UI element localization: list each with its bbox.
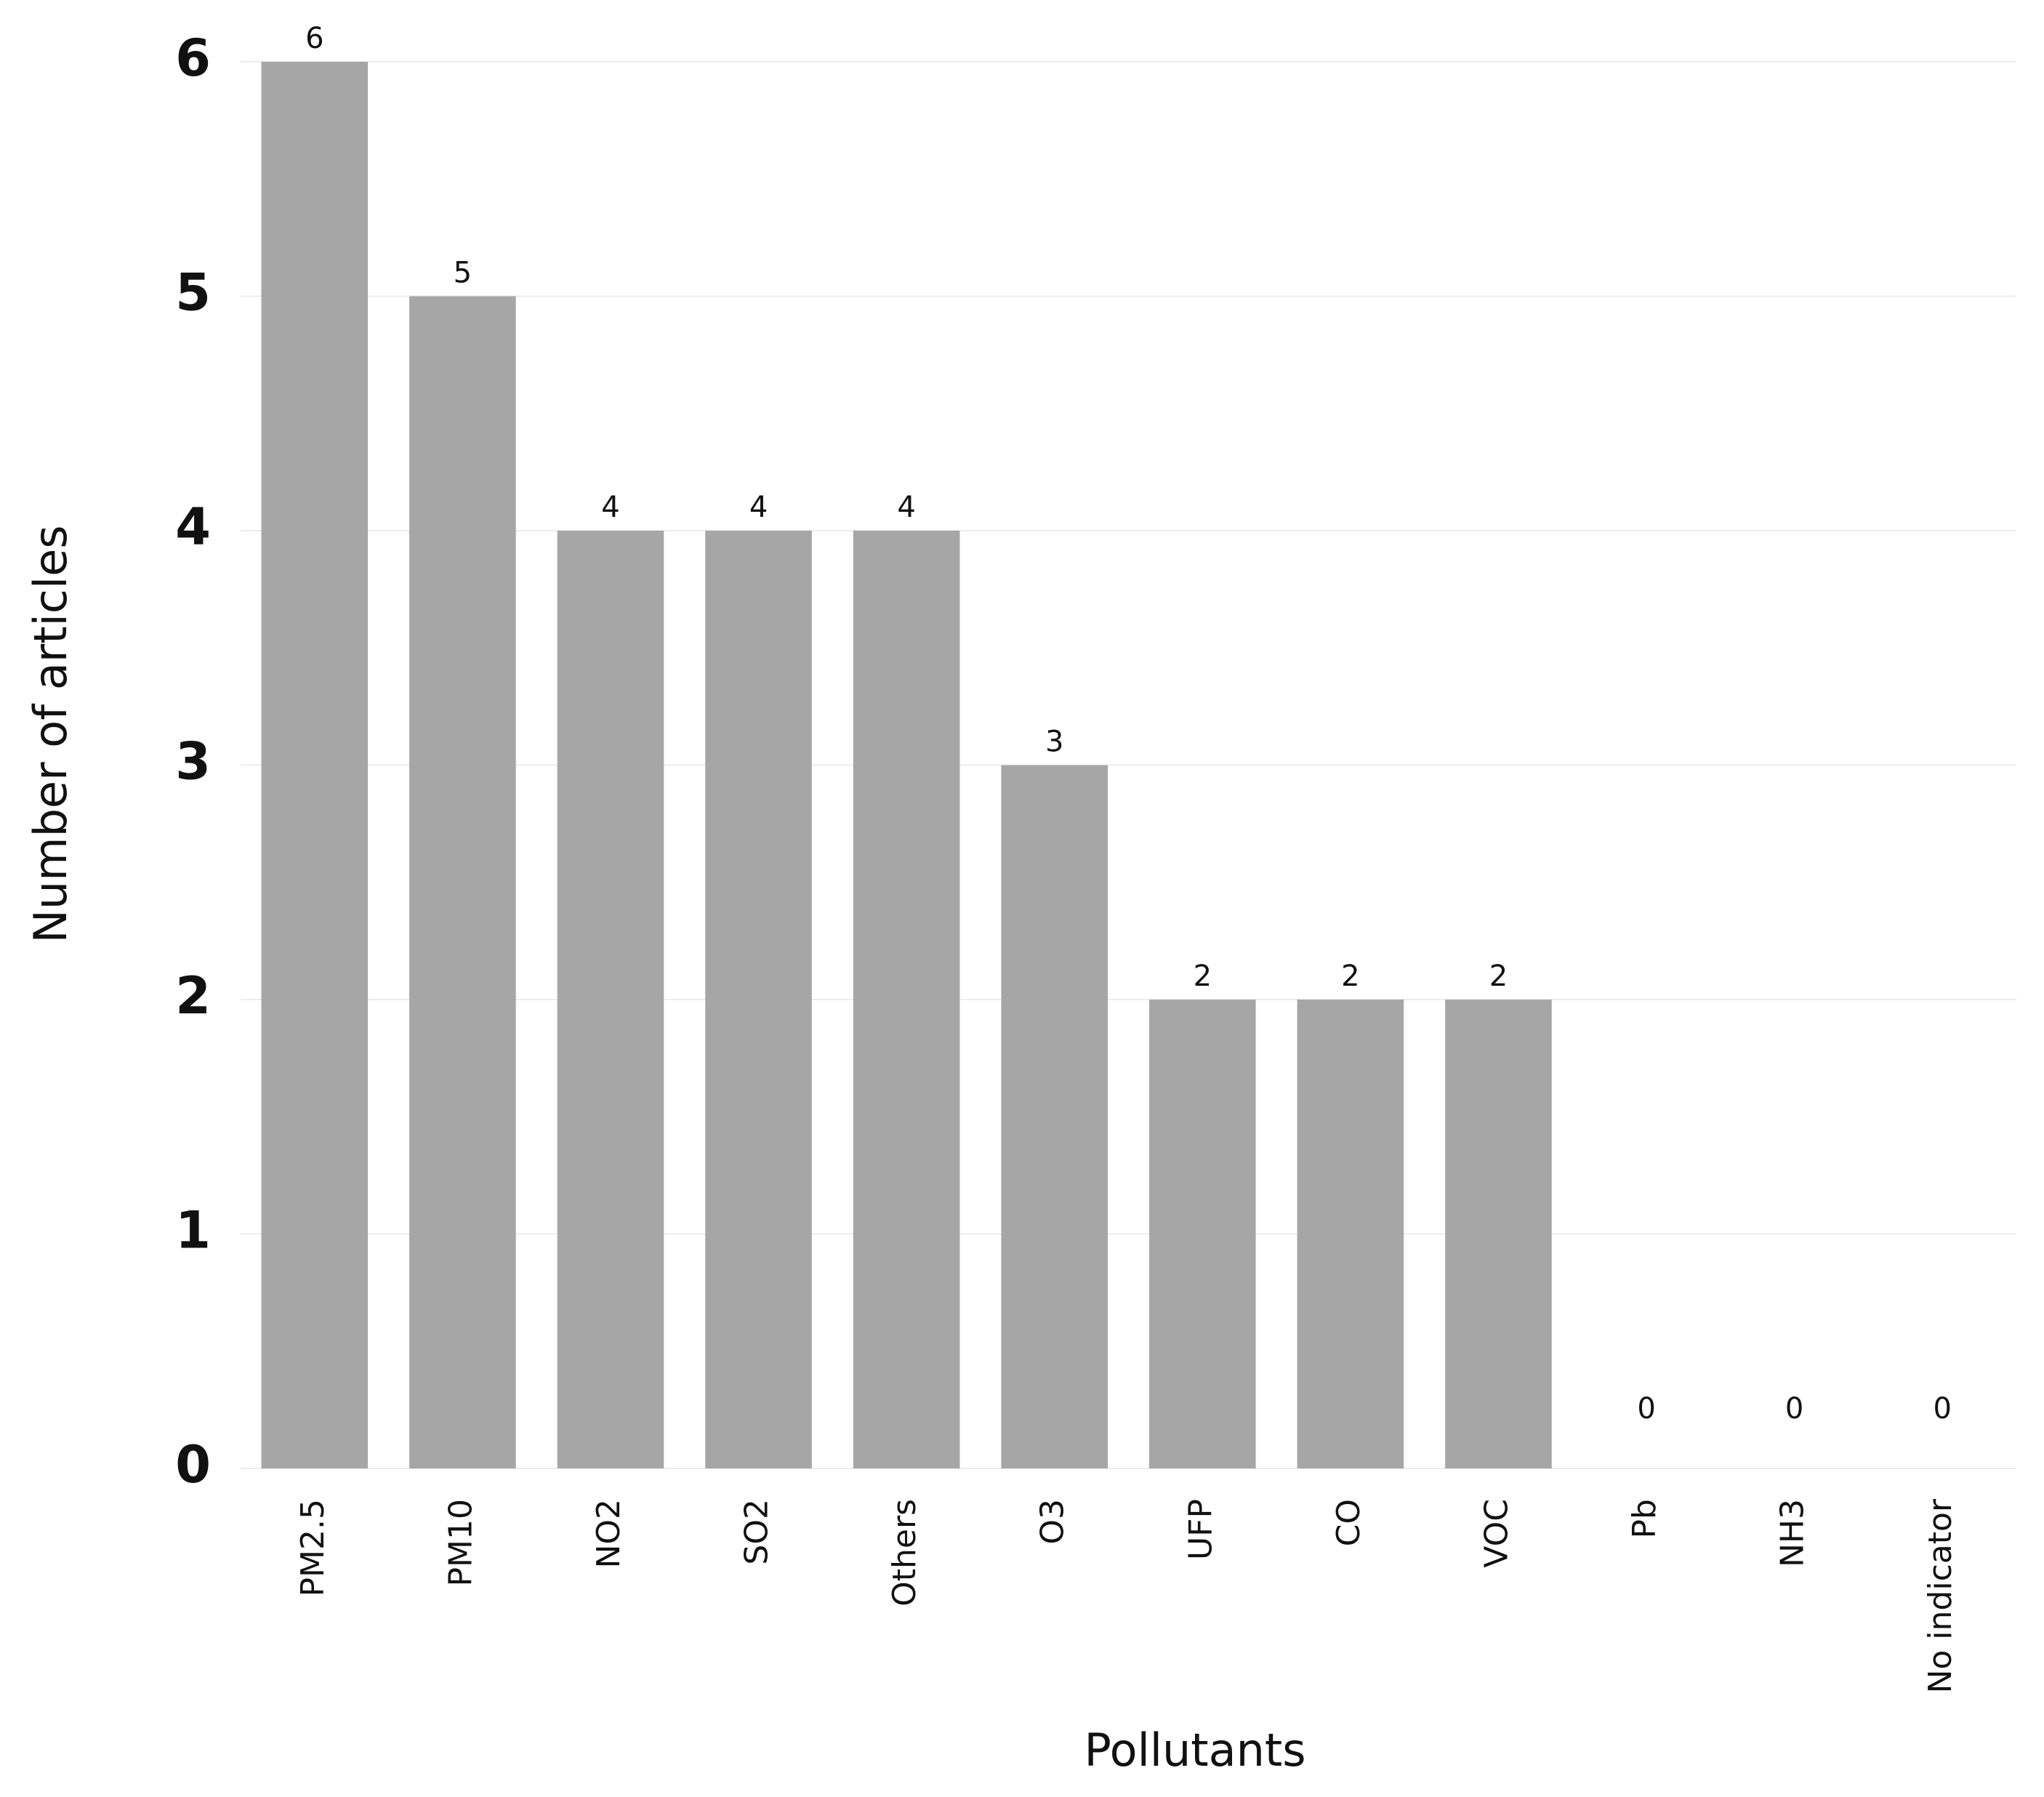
bar <box>1297 1000 1404 1468</box>
value-label: 2 <box>1489 960 1508 993</box>
x-tick-label: VOC <box>1478 1499 1515 1568</box>
bar <box>1149 1000 1256 1468</box>
value-label: 3 <box>1045 725 1063 759</box>
value-label: 2 <box>1194 960 1212 993</box>
x-tick-label: NO2 <box>590 1499 627 1569</box>
bar <box>1445 1000 1552 1468</box>
y-tick-label: 5 <box>175 263 211 323</box>
bar <box>705 531 812 1468</box>
x-tick-label: UFP <box>1182 1499 1219 1560</box>
y-tick-label: 1 <box>175 1201 211 1261</box>
value-label: 4 <box>749 491 768 524</box>
bar <box>557 531 664 1468</box>
x-axis-title: Pollutants <box>1084 1724 1305 1777</box>
value-label: 0 <box>1637 1392 1655 1426</box>
x-tick-label: Pb <box>1626 1499 1663 1538</box>
x-tick-label: No indicator <box>1922 1498 1959 1693</box>
value-label: 0 <box>1785 1392 1803 1426</box>
bar <box>1001 765 1108 1468</box>
x-tick-label: Others <box>886 1499 923 1607</box>
value-label: 5 <box>454 257 472 290</box>
x-tick-label: PM10 <box>442 1499 479 1586</box>
value-label: 0 <box>1933 1392 1951 1426</box>
value-label: 4 <box>601 491 619 524</box>
x-tick-label: NH3 <box>1774 1499 1811 1567</box>
y-tick-label: 6 <box>175 28 211 88</box>
y-tick-label: 3 <box>175 732 211 792</box>
y-axis-title: Number of articles <box>24 525 77 943</box>
value-label: 4 <box>897 491 915 524</box>
x-tick-label: CO <box>1330 1499 1367 1546</box>
value-label: 6 <box>305 22 323 55</box>
bar <box>409 296 516 1468</box>
bar <box>261 62 369 1468</box>
x-tick-label: O3 <box>1034 1499 1071 1545</box>
y-tick-label: 0 <box>175 1435 211 1495</box>
y-tick-label: 4 <box>175 497 211 557</box>
value-label: 2 <box>1341 960 1359 993</box>
bar <box>853 531 960 1468</box>
x-tick-label: SO2 <box>739 1499 776 1565</box>
y-tick-label: 2 <box>175 966 211 1026</box>
x-tick-label: PM2.5 <box>294 1499 331 1596</box>
